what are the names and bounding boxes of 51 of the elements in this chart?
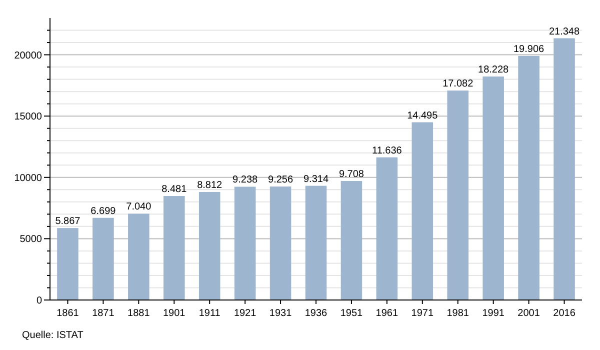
x-tick-label: 2016 [553, 308, 576, 319]
data-label: 9.314 [303, 174, 329, 185]
data-label: 9.238 [232, 174, 258, 186]
x-tick-label: 1871 [92, 308, 115, 319]
y-tick-label: 0 [36, 296, 42, 306]
x-tick-label: 1971 [411, 308, 434, 319]
data-label: 14.495 [407, 110, 438, 122]
bar [554, 38, 575, 300]
source-note: Quelle: ISTAT [22, 330, 84, 341]
x-tick-label: 1991 [482, 308, 505, 319]
x-tick-label: 2001 [518, 308, 540, 319]
data-label: 9.708 [338, 168, 364, 180]
data-label: 7.040 [126, 202, 152, 213]
data-label: 18.228 [478, 64, 510, 76]
data-label: 8.812 [197, 180, 223, 191]
x-tick-label: 1936 [304, 308, 328, 319]
x-tick-label: 1911 [198, 308, 221, 319]
bar [340, 180, 362, 300]
bar [57, 228, 78, 300]
y-tick-label: 10000 [14, 172, 42, 184]
bar [128, 214, 150, 300]
data-label: 17.082 [442, 78, 474, 90]
x-tick-label: 1931 [269, 308, 292, 319]
data-label: 11.636 [372, 145, 402, 156]
x-tick-label: 1951 [340, 308, 364, 319]
data-label: 5.867 [55, 216, 81, 228]
bar [270, 186, 292, 300]
x-tick-label: 1901 [163, 308, 186, 319]
bar [412, 122, 434, 300]
x-tick-label: 1881 [128, 308, 150, 319]
y-tick-label: 20000 [14, 50, 42, 62]
y-tick-label: 15000 [14, 112, 42, 123]
bar [163, 196, 185, 300]
data-label: 21.348 [548, 26, 580, 38]
x-tick-label: 1861 [56, 308, 80, 319]
data-label: 19.906 [514, 44, 545, 55]
bar [482, 76, 504, 300]
x-tick-label: 1961 [376, 308, 398, 319]
data-label: 8.481 [162, 184, 188, 196]
y-tick-label: 5000 [20, 234, 42, 246]
bar [92, 218, 114, 300]
bar [305, 186, 327, 300]
data-label: 9.256 [268, 174, 294, 186]
bar [447, 90, 469, 300]
bar [198, 192, 220, 300]
bar [376, 157, 398, 300]
data-label: 6.699 [90, 206, 116, 217]
x-tick-label: 1921 [234, 308, 257, 319]
x-tick-label: 1981 [446, 308, 470, 319]
bar [518, 56, 540, 300]
bar [234, 186, 256, 300]
